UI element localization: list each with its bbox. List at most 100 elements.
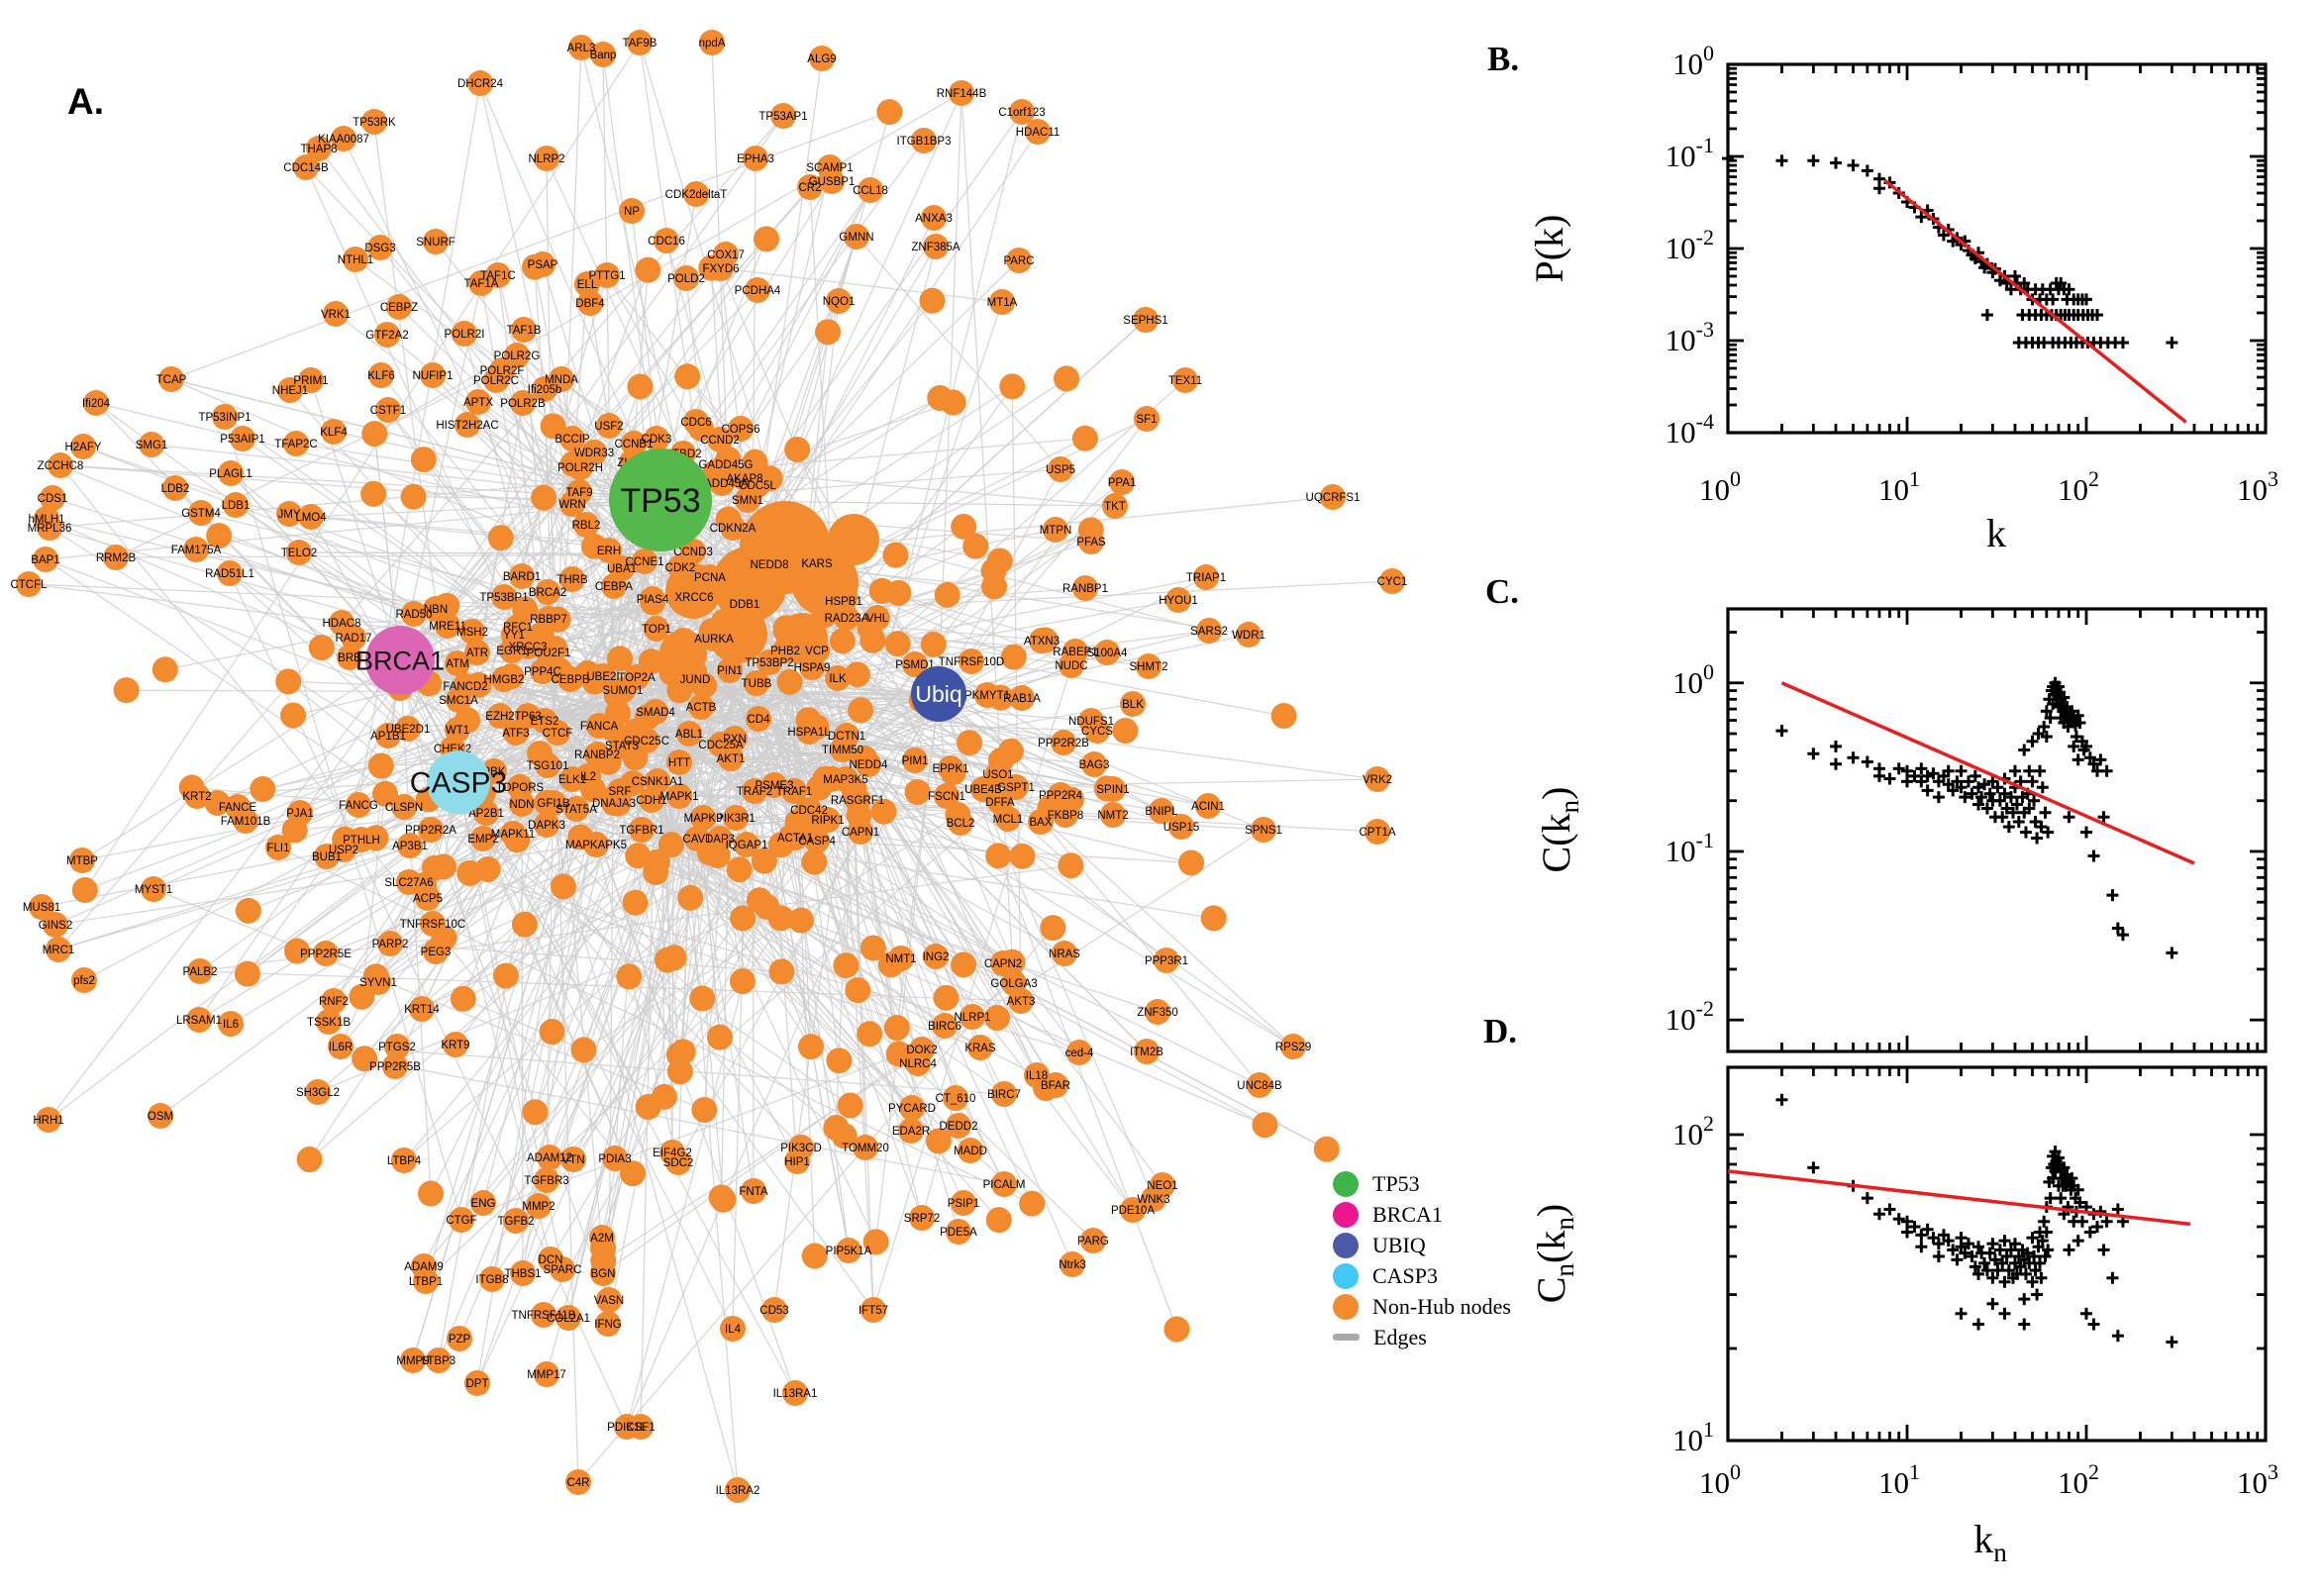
network-node (654, 228, 679, 253)
network-node (1236, 622, 1262, 648)
network-node-label: GSTM4 (181, 508, 221, 520)
network-node-label: MADD (954, 1146, 987, 1157)
network-node-label: KIAA0087 (318, 134, 369, 146)
network-node-label: AKT3 (1007, 996, 1036, 1008)
network-node (532, 376, 557, 402)
axis-tick-label: 101 (1878, 1459, 1920, 1500)
network-node (1134, 406, 1160, 432)
network-node-label: RAD23A (825, 613, 869, 625)
network-node (885, 579, 912, 606)
network-node (1058, 786, 1084, 813)
network-node (459, 619, 485, 645)
network-node (1165, 587, 1191, 613)
network-node (276, 501, 302, 527)
network-node (1081, 751, 1107, 777)
network-node-label: POLR2C (473, 375, 519, 387)
network-node (899, 1095, 925, 1121)
axis-tick-label: 100 (1699, 466, 1741, 507)
network-node-label: CDC14B (283, 162, 329, 174)
network-node (632, 549, 657, 574)
network-node (556, 1305, 581, 1331)
network-node-label: TAF1B (507, 325, 542, 337)
network-node (601, 573, 627, 599)
network-node (1313, 1136, 1340, 1162)
network-node (987, 684, 1014, 711)
network-node-label: SPNS1 (1245, 825, 1282, 837)
network-node (815, 319, 842, 346)
network-node-label: CDK2 (665, 562, 696, 574)
network-node-label: ETS2 (531, 716, 559, 728)
network-node (720, 1316, 746, 1342)
network-node (361, 421, 388, 448)
network-node-label: HYOU1 (1159, 595, 1198, 607)
network-node (635, 704, 661, 731)
network-node-label: KRT2 (182, 791, 211, 803)
network-node (995, 806, 1021, 832)
network-node (321, 988, 347, 1014)
network-node (409, 996, 435, 1022)
network-node-label: ACTB (686, 702, 717, 714)
network-node-label: HTT (668, 757, 690, 769)
plot-frame (1726, 607, 2268, 1053)
network-node (629, 817, 655, 843)
network-node-label: SMC1A (439, 695, 478, 707)
network-node (1066, 1040, 1092, 1065)
network-node (594, 262, 620, 288)
network-node (450, 985, 476, 1012)
network-node-label: IL2 (580, 771, 596, 783)
network-node (1195, 793, 1221, 819)
network-node (768, 958, 795, 985)
network-node-label: STAT3 (605, 741, 639, 752)
network-node-label: ANXA3 (915, 213, 953, 225)
network-node-label: CEBPB (552, 674, 590, 686)
network-node (492, 962, 519, 989)
network-node (784, 436, 811, 462)
network-node (418, 1180, 445, 1207)
network-node (539, 1019, 565, 1046)
network-node-label: MAPK9 (684, 813, 723, 825)
network-node-label: CSF1 (626, 1422, 655, 1434)
network-node (158, 366, 184, 392)
network-node-label: CCND3 (673, 547, 713, 558)
network-node (715, 506, 742, 533)
legend-item: TP53 (1333, 1168, 1511, 1199)
network-nodes-layer (16, 30, 1405, 1503)
network-node (1052, 941, 1077, 966)
network-node (420, 362, 446, 388)
network-node-label: PLAGL1 (209, 468, 252, 480)
network-node-label: RBL2 (572, 520, 601, 532)
network-node (464, 1370, 490, 1396)
network-node (651, 1083, 677, 1110)
network-node-label: STAT5A (556, 804, 597, 816)
axis-tick-label: 10-2 (1666, 996, 1714, 1037)
network-node-label: PARG (1077, 1236, 1109, 1247)
network-node-label: RRM2B (96, 552, 137, 564)
axis-tick-label: 10-1 (1666, 133, 1714, 173)
network-node (614, 1414, 640, 1440)
network-node-label: PSIP1 (948, 1198, 980, 1210)
network-node (666, 677, 693, 704)
network-node (1172, 367, 1198, 393)
network-node (1178, 849, 1205, 876)
network-node-label: PJA1 (286, 808, 314, 820)
network-node-label: TP53RK (353, 117, 396, 129)
network-node-label: USP2 (329, 845, 358, 856)
network-node-label: A2M (590, 1233, 614, 1245)
network-node (527, 741, 554, 767)
network-node (413, 1268, 439, 1294)
legend-item: UBIQ (1333, 1230, 1511, 1260)
network-node (1060, 1251, 1085, 1277)
network-node (71, 876, 98, 903)
network-node-label: SH3GL2 (296, 1087, 340, 1099)
network-node-label: NEDD8 (751, 559, 789, 571)
network-node-label: GMNN (839, 232, 873, 244)
network-node (909, 1205, 935, 1231)
network-node-label: DHCR24 (457, 78, 504, 90)
network-node-label: NDN (510, 799, 535, 811)
network-node-label: TSSK1B (307, 1017, 351, 1029)
network-node (723, 805, 749, 831)
network-node-label: BLK (1122, 699, 1144, 711)
network-node (362, 825, 389, 851)
